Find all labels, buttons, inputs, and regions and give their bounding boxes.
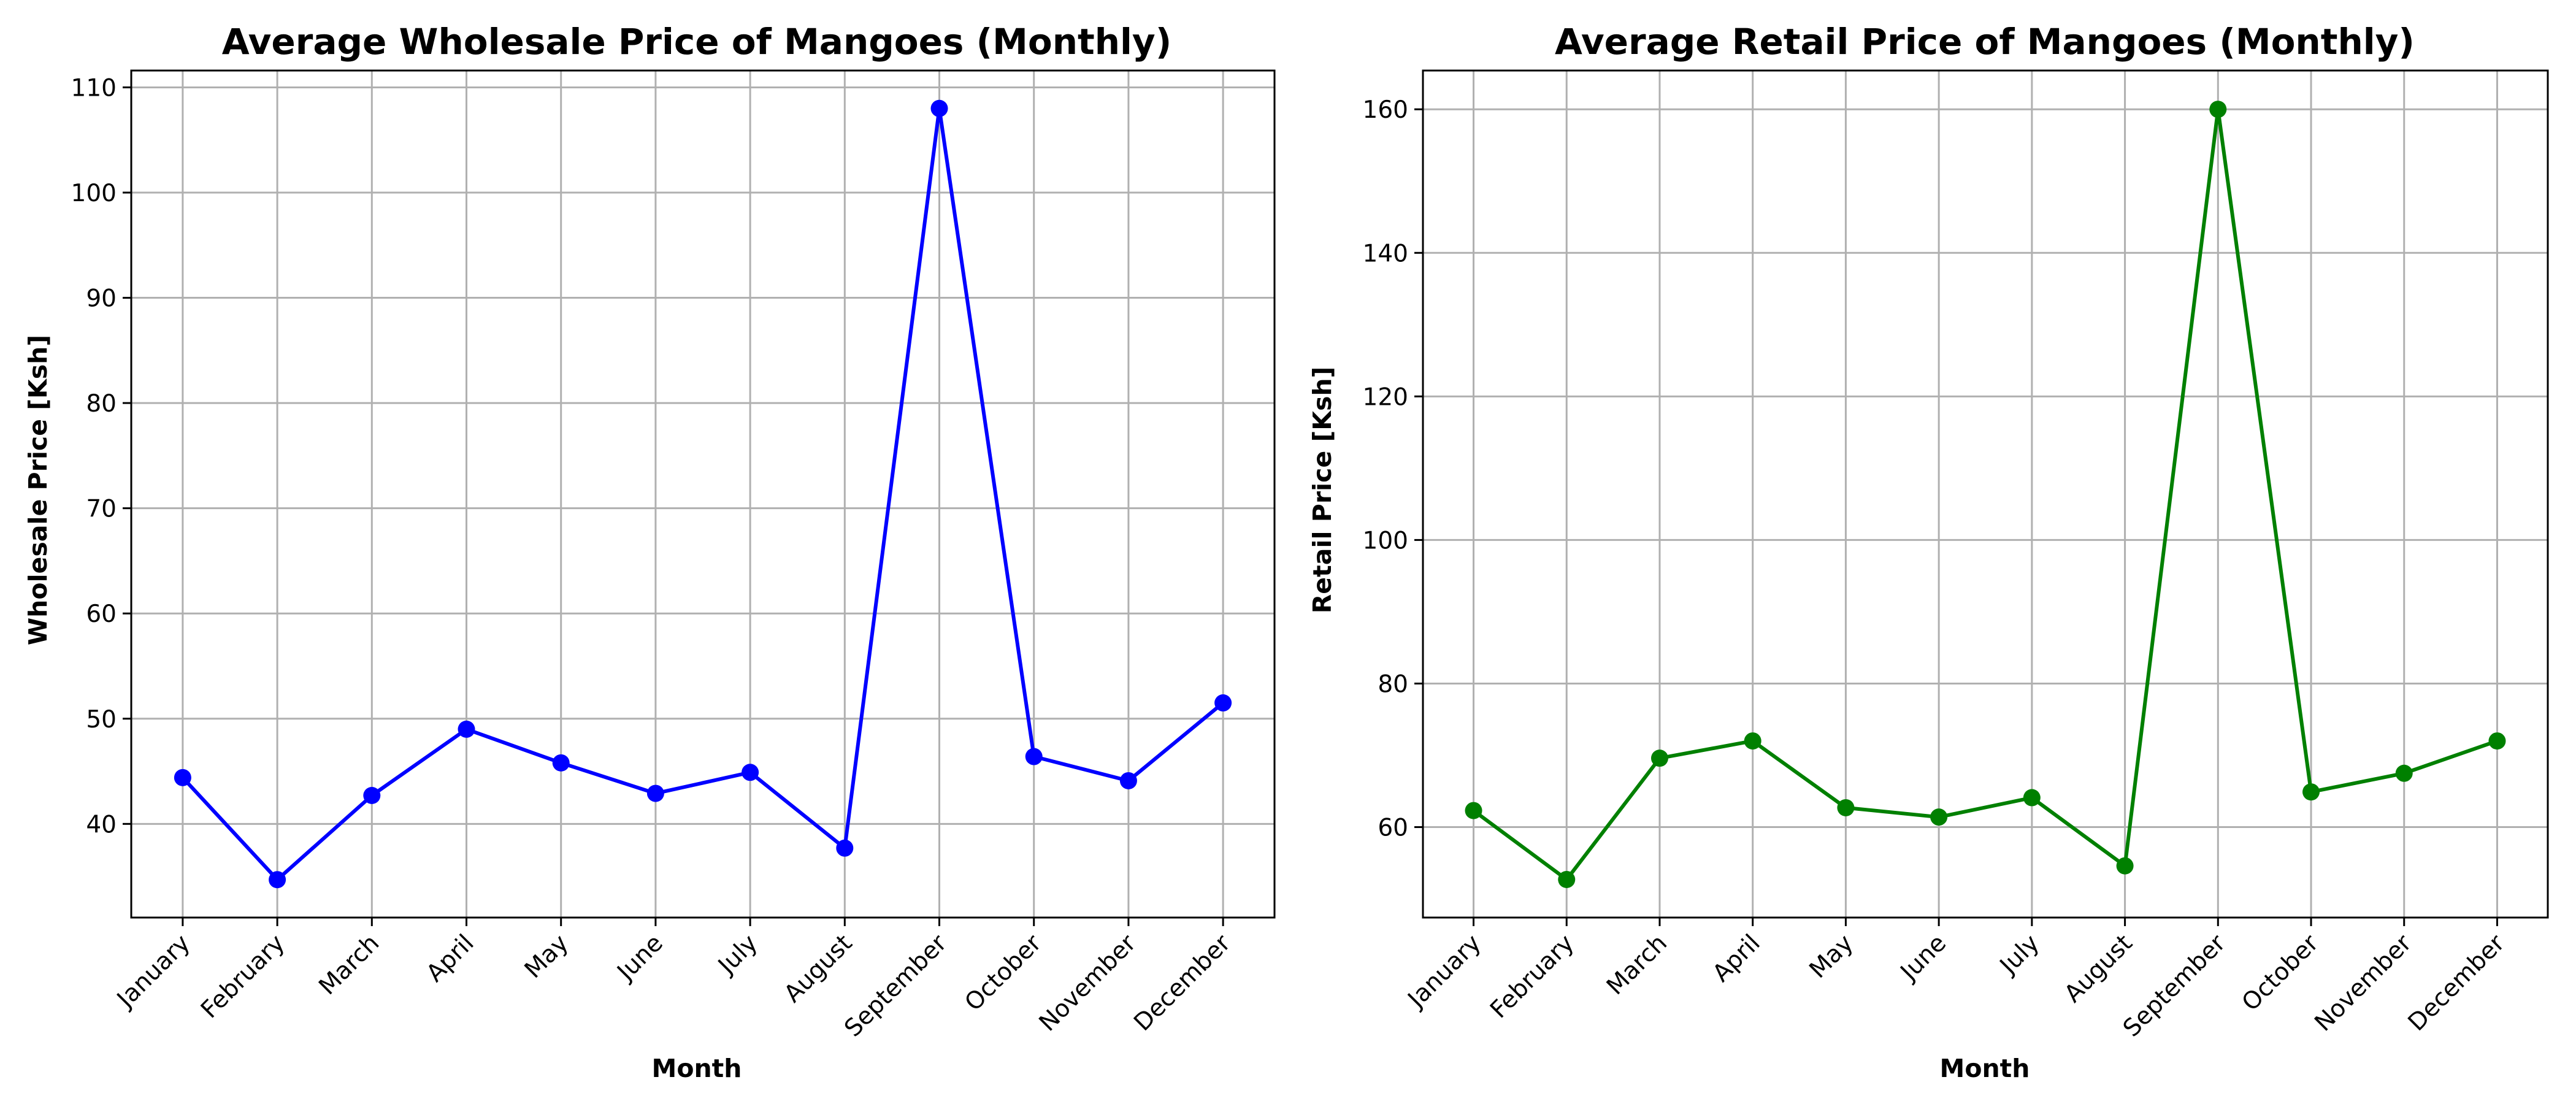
x-tick-label: January (110, 929, 195, 1014)
data-point (742, 764, 759, 781)
data-point (174, 769, 191, 786)
x-tick-label: December (2403, 929, 2511, 1037)
x-tick-label: May (519, 929, 574, 984)
data-point (1744, 732, 1761, 750)
x-tick-label: May (1804, 929, 1859, 984)
y-tick-label: 60 (86, 600, 117, 628)
y-tick-label: 70 (86, 496, 117, 523)
x-tick-label: February (196, 929, 290, 1024)
y-axis-label: Wholesale Price [Ksh] (23, 335, 53, 645)
data-point (1214, 694, 1232, 712)
data-point (363, 786, 381, 804)
wholesale-price-chart: Average Wholesale Price of Mangoes (Mont… (23, 21, 1276, 1083)
x-tick-label: October (960, 929, 1048, 1017)
data-point (1558, 870, 1576, 888)
data-point (930, 99, 948, 117)
chart-title: Average Wholesale Price of Mangoes (Mont… (222, 21, 1171, 63)
data-point (2488, 732, 2506, 750)
x-tick-label: June (611, 929, 669, 987)
x-tick-label: April (421, 929, 480, 987)
data-point (836, 839, 854, 857)
x-tick-label: February (1485, 929, 1579, 1024)
x-tick-label: October (2237, 929, 2325, 1017)
y-tick-label: 100 (71, 180, 117, 207)
y-tick-label: 140 (1363, 240, 1408, 267)
x-tick-label: January (1401, 929, 1486, 1014)
series-line (181, 106, 1225, 882)
x-tick-label: November (1034, 929, 1142, 1037)
data-point (2302, 783, 2320, 801)
data-point (1837, 799, 1855, 816)
retail-price-chart: Average Retail Price of Mangoes (Monthly… (1308, 21, 2549, 1083)
x-axis-label: Month (1940, 1054, 2030, 1083)
data-point (552, 754, 570, 772)
y-tick-label: 90 (86, 285, 117, 313)
x-tick-label: July (1993, 929, 2045, 981)
x-tick-label: September (839, 929, 953, 1043)
chart-title: Average Retail Price of Mangoes (Monthly… (1555, 21, 2415, 63)
data-point (1025, 748, 1043, 765)
y-tick-label: 160 (1363, 96, 1408, 124)
series-line (1472, 107, 2498, 881)
x-tick-label: August (2059, 929, 2137, 1008)
y-tick-label: 110 (71, 74, 117, 102)
x-tick-label: August (779, 929, 857, 1008)
x-tick-label: March (313, 929, 385, 1000)
x-tick-label: July (712, 929, 764, 981)
y-tick-label: 50 (86, 706, 117, 734)
x-tick-label: April (1708, 929, 1766, 987)
data-point (2023, 789, 2041, 807)
plot-frame (1422, 69, 2549, 919)
plot-frame (130, 69, 1276, 919)
x-axis-label: Month (652, 1054, 742, 1083)
data-point (2116, 857, 2134, 875)
data-point (269, 871, 286, 889)
x-tick-label: November (2310, 929, 2418, 1037)
x-tick-label: December (1129, 929, 1236, 1037)
y-tick-label: 120 (1363, 383, 1408, 411)
x-tick-label: March (1601, 929, 1673, 1000)
y-tick-label: 60 (1378, 815, 1408, 842)
y-tick-label: 80 (86, 390, 117, 418)
x-tick-label: June (1894, 929, 1952, 987)
y-tick-label: 100 (1363, 527, 1408, 554)
data-point (1119, 772, 1137, 789)
data-point (1930, 808, 1948, 826)
data-point (2395, 764, 2413, 782)
y-axis-label: Retail Price [Ksh] (1308, 367, 1337, 614)
y-tick-label: 80 (1378, 670, 1408, 698)
data-point (458, 720, 475, 738)
y-tick-label: 40 (86, 811, 117, 838)
data-point (2209, 101, 2227, 118)
data-point (1465, 802, 1482, 819)
data-point (1650, 749, 1668, 767)
data-point (646, 784, 664, 802)
